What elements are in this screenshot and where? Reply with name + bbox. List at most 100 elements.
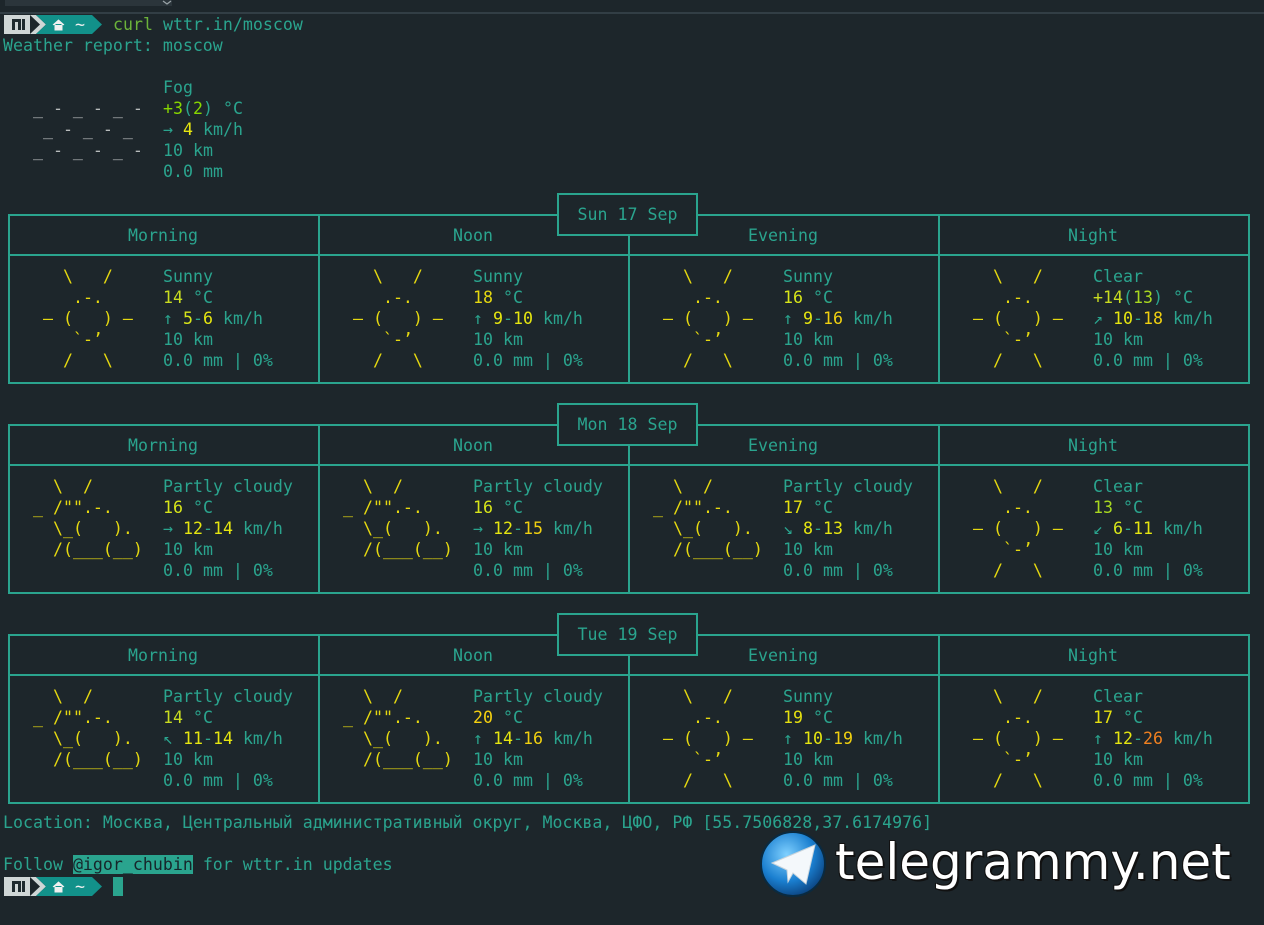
- text-run: Partly cloudy: [163, 476, 293, 496]
- forecast-line: Clear: [1093, 266, 1143, 287]
- ascii-icon: ― ( ) ―: [953, 308, 1063, 329]
- text-run: Clear: [1093, 266, 1143, 286]
- forecast-line: ↑ 14-16 km/h: [473, 728, 593, 749]
- text-run: 0.0 mm | 0%: [783, 770, 893, 790]
- forecast-line: 16 °C: [163, 497, 213, 518]
- icon-line: /(___(__): [23, 539, 143, 559]
- icon-line: _ - _ - _ -: [3, 140, 143, 160]
- text-run: km/h: [192, 119, 243, 139]
- text-run: 4: [182, 119, 193, 139]
- icon-line: /(___(__): [333, 539, 453, 559]
- forecast-line: 20 °C: [473, 707, 523, 728]
- dropdown-chevron: [162, 0, 172, 5]
- text-run: for wttr.in updates: [192, 854, 393, 874]
- forecast-line: → 12-14 km/h: [163, 518, 283, 539]
- text-run: 12: [492, 518, 513, 538]
- ascii-icon: _ /"".-.: [23, 497, 113, 518]
- text-run: Fog: [163, 77, 193, 97]
- ascii-icon: .-.: [333, 287, 413, 308]
- text-run: 6: [1112, 518, 1123, 538]
- text-run: 14: [492, 728, 513, 748]
- text-run: 0.0 mm | 0%: [163, 560, 273, 580]
- icon-line: .-.: [953, 287, 1033, 307]
- forecast-line: 10 km: [163, 749, 213, 770]
- forecast-line: 0.0 mm | 0%: [163, 560, 273, 581]
- current-line: 0.0 mm: [163, 161, 223, 182]
- text-run: 10 km: [163, 539, 213, 559]
- icon-line: _ /"".-.: [23, 707, 113, 727]
- text-run: 19: [832, 728, 853, 748]
- text-run: 14: [212, 518, 233, 538]
- ascii-icon: /(___(__): [333, 749, 453, 770]
- text-run: 16: [783, 287, 803, 307]
- text-run: 5: [182, 308, 193, 328]
- ascii-icon: _ /"".-.: [643, 497, 733, 518]
- column-rule: [318, 214, 320, 384]
- text-run: 18: [1142, 308, 1163, 328]
- icon-line: `-’: [23, 329, 103, 349]
- period-name: Morning: [128, 225, 198, 245]
- text-run: 0.0 mm | 0%: [473, 770, 583, 790]
- follow-line: Follow @igor_chubin for wttr.in updates: [3, 854, 393, 875]
- text-run: 14: [163, 707, 183, 727]
- ascii-icon: \_( ).: [643, 518, 753, 539]
- icon-line: / \: [953, 770, 1043, 790]
- forecast-line: ↑ 9-16 km/h: [783, 308, 893, 329]
- tab-dropdown[interactable]: [5, 0, 172, 6]
- text-run: km/h: [212, 308, 263, 328]
- icon-line: \ /: [23, 266, 113, 286]
- text-run: 15: [522, 518, 543, 538]
- column-rule: [628, 214, 630, 384]
- text-run: km/h: [232, 728, 283, 748]
- text-run: 10 km: [163, 329, 213, 349]
- forecast-line: 0.0 mm | 0%: [783, 350, 893, 371]
- ascii-icon: .-.: [643, 707, 723, 728]
- forecast-line: Partly cloudy: [163, 686, 293, 707]
- forecast-line: ↘ 8-13 km/h: [783, 518, 893, 539]
- distro-logo: [12, 881, 25, 892]
- column-rule: [628, 634, 630, 804]
- text-run: -: [502, 308, 513, 328]
- text-run: km/h: [852, 728, 903, 748]
- icon-line: `-’: [953, 749, 1033, 769]
- text-run: 11: [1132, 518, 1153, 538]
- text-run: 0.0 mm | 0%: [473, 560, 583, 580]
- forecast-line: Partly cloudy: [473, 686, 603, 707]
- ascii-icon: _ /"".-.: [333, 497, 423, 518]
- text-run: 18: [473, 287, 493, 307]
- column-rule: [318, 424, 320, 594]
- ascii-icon: _ /"".-.: [23, 707, 113, 728]
- forecast-line: Partly cloudy: [473, 476, 603, 497]
- text-run: -: [202, 518, 213, 538]
- text-run: °C: [1162, 287, 1193, 307]
- icon-line: _ /"".-.: [333, 497, 423, 517]
- forecast-line: 0.0 mm | 0%: [473, 350, 583, 371]
- ascii-icon: \ /: [23, 266, 113, 287]
- text-run: km/h: [232, 518, 283, 538]
- watermark-logo: [760, 831, 826, 897]
- text-run: km/h: [532, 308, 583, 328]
- ascii-icon: \_( ).: [333, 518, 443, 539]
- icon-line: \ /: [333, 476, 403, 496]
- icon-line: / \: [333, 350, 423, 370]
- forecast-line: 10 km: [473, 539, 523, 560]
- forecast-line: 10 km: [163, 539, 213, 560]
- text-run: +14: [1093, 287, 1123, 307]
- text-run: ↘: [783, 518, 803, 538]
- text-run: ↑: [1093, 728, 1113, 748]
- icon-line: ― ( ) ―: [643, 308, 753, 328]
- text-run: °C: [802, 287, 833, 307]
- icon-line: `-’: [643, 329, 723, 349]
- period-name: Night: [1068, 645, 1118, 665]
- icon-line: _ /"".-.: [333, 707, 423, 727]
- text-run: 16: [522, 728, 543, 748]
- ascii-icon: \ /: [23, 476, 93, 497]
- ascii-icon: `-’: [333, 329, 413, 350]
- column-rule: [938, 634, 940, 804]
- forecast-line: ↑ 9-10 km/h: [473, 308, 583, 329]
- forecast-line: 0.0 mm | 0%: [783, 560, 893, 581]
- period-name: Evening: [748, 645, 818, 665]
- icon-line: ― ( ) ―: [953, 728, 1063, 748]
- icon-line: \_( ).: [23, 518, 133, 538]
- icon-line: `-’: [643, 749, 723, 769]
